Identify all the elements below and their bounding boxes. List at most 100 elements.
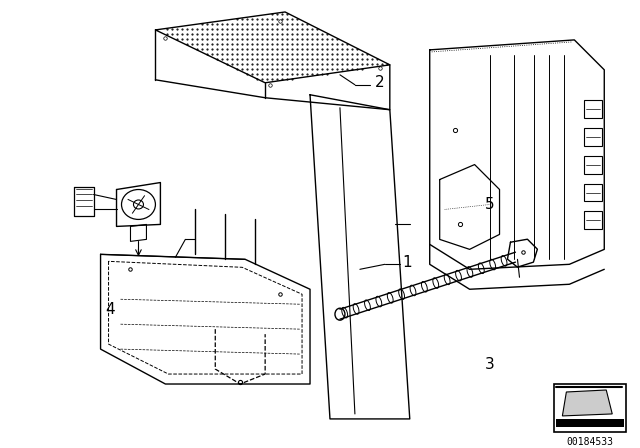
Point bbox=[356, 55, 367, 62]
Point bbox=[252, 60, 262, 67]
Bar bbox=[584, 184, 602, 202]
Point bbox=[212, 26, 222, 33]
Point bbox=[267, 20, 277, 27]
Point bbox=[287, 40, 297, 47]
Point bbox=[232, 40, 243, 47]
Point bbox=[262, 15, 272, 22]
Point bbox=[207, 50, 218, 57]
Point bbox=[267, 55, 277, 62]
Point bbox=[277, 30, 287, 38]
Point bbox=[257, 60, 268, 67]
Point bbox=[262, 55, 272, 62]
Point bbox=[212, 35, 222, 43]
Point bbox=[307, 60, 317, 67]
Point bbox=[242, 70, 252, 78]
Point bbox=[282, 45, 292, 52]
Point bbox=[182, 40, 193, 47]
Point bbox=[202, 26, 212, 33]
Point bbox=[287, 50, 297, 57]
Point bbox=[342, 60, 352, 67]
Point bbox=[287, 70, 297, 78]
Point bbox=[192, 26, 202, 33]
Point bbox=[252, 65, 262, 73]
Point bbox=[227, 35, 237, 43]
Point bbox=[237, 50, 247, 57]
Point bbox=[322, 65, 332, 73]
Text: 3: 3 bbox=[484, 357, 495, 371]
Point bbox=[188, 26, 198, 33]
Point bbox=[212, 55, 222, 62]
Point bbox=[287, 30, 297, 38]
Point bbox=[307, 30, 317, 38]
Point bbox=[227, 40, 237, 47]
Point bbox=[257, 20, 268, 27]
Point bbox=[277, 15, 287, 22]
Point bbox=[197, 20, 207, 27]
Point bbox=[362, 60, 372, 67]
Point bbox=[217, 55, 227, 62]
Point bbox=[302, 35, 312, 43]
Point bbox=[317, 50, 327, 57]
Point bbox=[267, 40, 277, 47]
Point bbox=[307, 35, 317, 43]
Point bbox=[312, 30, 322, 38]
Point bbox=[322, 70, 332, 78]
Point bbox=[337, 40, 347, 47]
Point bbox=[202, 45, 212, 52]
Point bbox=[222, 35, 232, 43]
Point bbox=[292, 50, 302, 57]
Point bbox=[282, 40, 292, 47]
Point bbox=[247, 45, 257, 52]
Point bbox=[217, 45, 227, 52]
Point bbox=[332, 60, 342, 67]
Point bbox=[297, 40, 307, 47]
Point bbox=[287, 15, 297, 22]
Point bbox=[307, 26, 317, 33]
Point bbox=[172, 26, 182, 33]
Point bbox=[287, 60, 297, 67]
Point bbox=[277, 70, 287, 78]
Point bbox=[312, 26, 322, 33]
Point bbox=[247, 15, 257, 22]
Point bbox=[257, 55, 268, 62]
Point bbox=[232, 35, 243, 43]
Point bbox=[342, 45, 352, 52]
Point bbox=[227, 26, 237, 33]
Point bbox=[222, 30, 232, 38]
Point bbox=[282, 20, 292, 27]
Text: 2: 2 bbox=[375, 75, 385, 90]
Point bbox=[307, 55, 317, 62]
Point bbox=[292, 26, 302, 33]
Point bbox=[257, 70, 268, 78]
Point bbox=[342, 40, 352, 47]
Point bbox=[282, 26, 292, 33]
Point bbox=[252, 45, 262, 52]
Point bbox=[192, 35, 202, 43]
Point bbox=[282, 75, 292, 82]
Point bbox=[247, 26, 257, 33]
Point bbox=[227, 60, 237, 67]
Point bbox=[356, 65, 367, 73]
Bar bbox=[584, 100, 602, 118]
Point bbox=[222, 45, 232, 52]
Point bbox=[292, 35, 302, 43]
Text: 5: 5 bbox=[484, 197, 494, 212]
Bar bbox=[584, 155, 602, 173]
Point bbox=[277, 40, 287, 47]
Point bbox=[312, 65, 322, 73]
Point bbox=[267, 65, 277, 73]
Point bbox=[247, 60, 257, 67]
Point bbox=[302, 30, 312, 38]
Point bbox=[207, 45, 218, 52]
Point bbox=[322, 45, 332, 52]
Point bbox=[277, 50, 287, 57]
Point bbox=[267, 35, 277, 43]
Point bbox=[237, 55, 247, 62]
Point bbox=[352, 45, 362, 52]
Point bbox=[252, 55, 262, 62]
Point bbox=[212, 45, 222, 52]
Point bbox=[267, 45, 277, 52]
Point bbox=[342, 50, 352, 57]
Point bbox=[297, 45, 307, 52]
Point bbox=[297, 26, 307, 33]
